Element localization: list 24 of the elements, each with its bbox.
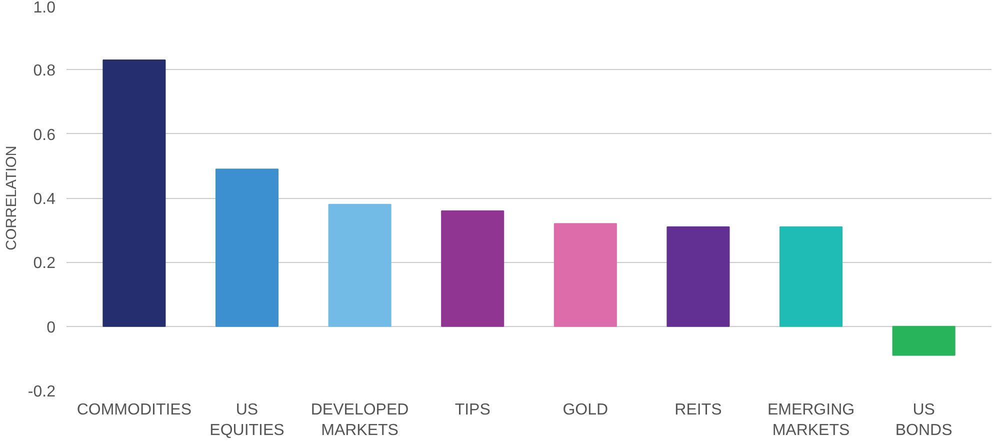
bar [328,204,392,327]
y-tick-label: -0.2 [28,384,56,400]
bar [666,226,730,327]
x-tick-label: COMMODITIES [76,402,192,418]
x-tick-label: TIPS [454,402,490,418]
bar [554,223,617,327]
bar [779,226,843,327]
bar [215,168,279,327]
y-tick-label: 0 [46,319,56,336]
bar [102,60,166,327]
y-tick-label: 0.8 [33,62,56,80]
x-tick-label: REITS [674,402,722,418]
y-axis-title: CORRELATION [4,146,20,250]
y-tick-label: 0.2 [33,255,56,272]
x-tick-label: EMERGING MARKETS [767,402,855,439]
x-tick-label: US EQUITIES [210,402,284,439]
bar [441,210,504,327]
x-tick-label: GOLD [562,402,608,418]
bar [892,326,956,356]
y-tick-label: 0.4 [33,191,56,208]
y-tick-label: 1.0 [33,0,56,16]
y-tick-label: 0.6 [33,126,56,144]
x-tick-label: DEVELOPED MARKETS [310,402,409,439]
x-tick-label: US BONDS [895,402,952,439]
